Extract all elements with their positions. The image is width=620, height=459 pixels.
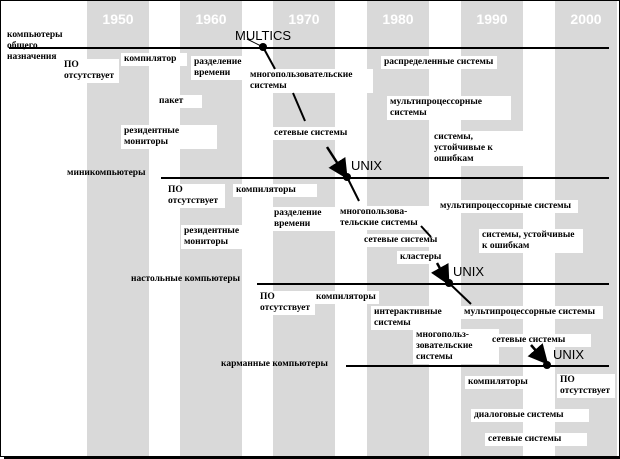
feature-box: пакет [156,95,202,108]
feature-box: компиляторы [465,376,551,389]
migration-arrow-to-desktop [430,262,450,286]
year-label-1970: 1970 [288,11,320,27]
row-label-desktop: настольные компьютеры [131,274,241,284]
migration-arrow-segment [448,282,472,305]
feature-box: компиляторы [313,291,379,304]
feature-box: интерактивные системы [371,306,447,330]
feature-box: системы, устойчивые к ошибкам [479,229,583,253]
migration-arrow-segment [292,92,306,122]
migration-arrow-segment [346,176,360,202]
feature-box: диалоговые системы [471,409,589,422]
feature-box: сетевые системы [489,334,591,347]
os-label-unix-handheld: UNIX [553,347,585,362]
feature-box: мультипроцессорные системы [387,96,511,120]
feature-box: ПО отсутствует [165,184,225,208]
year-label-1960: 1960 [195,11,227,27]
feature-box: ПО отсутствует [257,291,315,315]
migration-dot-handheld [543,361,551,369]
timeline-mainframe [9,47,609,49]
feature-box: мультипроцессорные системы [437,200,578,213]
timeline-minicomputer [161,177,609,179]
feature-box: компилятор [121,53,187,66]
row-label-minicomputer: миникомпьютеры [67,168,146,178]
year-label-1950: 1950 [102,11,134,27]
feature-box: сетевые системы [271,127,365,140]
feature-box: разделение времени [271,207,337,231]
migration-arrow-segment [262,46,276,70]
feature-box: ПО отсутствует [557,374,615,398]
migration-arrow-to-minicomputer [325,146,348,180]
feature-box: сетевые системы [485,433,587,446]
feature-box: многопользова-тельские системы [337,206,443,230]
feature-box: системы, устойчивые к ошибкам [431,131,525,166]
feature-box: компиляторы [233,184,317,197]
year-label-1980: 1980 [382,11,414,27]
feature-box: мультипроцессорные системы [461,306,603,319]
year-label-2000: 2000 [570,11,602,27]
feature-box: резидентные мониторы [181,225,265,249]
feature-box: многопольз-зовательские системы [413,329,499,364]
row-label-mainframe: компьютеры общего назначения [7,30,63,62]
feature-box: ПО отсутствует [61,59,119,83]
feature-box: многопользовательские системы [247,69,373,93]
year-label-1990: 1990 [476,11,508,27]
os-label-unix-minicomputer: UNIX [351,158,383,173]
os-label-unix-desktop: UNIX [453,264,485,279]
feature-box: разделение времени [191,56,252,80]
feature-box: распределенные системы [381,56,497,69]
feature-box: кластеры [397,251,455,264]
row-label-handheld: карманные компьютеры [221,359,328,369]
migration-arrow-to-handheld [527,343,549,365]
timeline-handheld [346,365,609,367]
feature-box: резидентные мониторы [121,125,217,149]
feature-box: сетевые системы [361,234,459,247]
migration-arrow-segment [420,225,432,238]
os-label-multics: MULTICS [235,28,292,43]
